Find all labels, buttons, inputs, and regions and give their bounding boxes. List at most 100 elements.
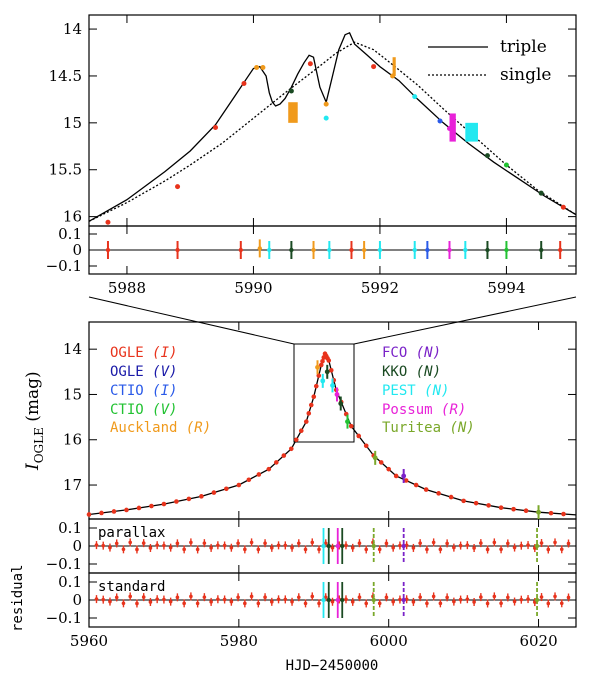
zoom-ytick-label: 14.5 bbox=[49, 67, 82, 85]
par-point bbox=[566, 541, 571, 546]
zoom-data-point bbox=[241, 80, 247, 86]
full-data-point bbox=[306, 411, 312, 416]
full-data-point bbox=[281, 453, 287, 458]
par-point bbox=[222, 543, 227, 548]
full-data-point bbox=[161, 501, 167, 507]
par-point bbox=[384, 541, 389, 546]
par-point bbox=[162, 543, 166, 548]
full-data-point-highlight bbox=[324, 369, 330, 375]
std-point bbox=[506, 595, 510, 600]
std-point bbox=[485, 601, 490, 606]
std-point bbox=[330, 599, 335, 604]
std-point bbox=[526, 597, 530, 601]
std-point bbox=[317, 601, 321, 606]
std-point bbox=[141, 595, 146, 599]
std-point bbox=[411, 600, 416, 604]
zoom-ytick-label: 15.5 bbox=[49, 161, 82, 179]
par-highlight-point bbox=[534, 543, 540, 549]
std-highlight-point bbox=[326, 597, 331, 603]
full-data-point bbox=[303, 419, 309, 424]
zres-point bbox=[238, 247, 243, 253]
par-point bbox=[506, 541, 510, 546]
std-point bbox=[121, 601, 126, 606]
std-ytick-label: −0.1 bbox=[46, 609, 82, 627]
std-highlight-point bbox=[401, 597, 406, 603]
zoom-ytick-label: 14 bbox=[63, 20, 82, 38]
par-point bbox=[94, 543, 99, 547]
par-point bbox=[472, 546, 476, 550]
std-point bbox=[492, 594, 497, 599]
zres-point bbox=[257, 246, 262, 251]
par-point bbox=[148, 546, 153, 550]
std-point bbox=[236, 595, 240, 600]
par-point bbox=[108, 545, 112, 550]
zoom-connector-right bbox=[353, 296, 577, 345]
residual-axis-label: residual bbox=[10, 565, 26, 632]
zres-point bbox=[311, 247, 316, 253]
series-triple-line bbox=[88, 31, 577, 222]
full-data-point bbox=[318, 362, 324, 368]
full-data-point-highlight bbox=[536, 509, 541, 515]
zres-point bbox=[105, 247, 111, 253]
zoom-data-point bbox=[175, 184, 181, 190]
par-point bbox=[128, 540, 133, 545]
par-point bbox=[195, 547, 200, 552]
full-data-point bbox=[386, 466, 391, 472]
legend-ctio-i: CTIO (I) bbox=[110, 383, 177, 399]
legend-possum-r: Possum (R) bbox=[382, 402, 466, 418]
par-point bbox=[323, 541, 328, 546]
std-xtick-label: 6020 bbox=[519, 632, 557, 650]
full-data-point bbox=[298, 428, 304, 433]
full-data-point bbox=[561, 511, 566, 517]
full-data-point bbox=[356, 433, 362, 439]
zoom-data-point bbox=[307, 61, 313, 67]
zres-point bbox=[361, 247, 367, 253]
par-ytick-label: −0.1 bbox=[46, 555, 82, 573]
zres-point bbox=[267, 247, 272, 253]
zres-point bbox=[504, 247, 509, 253]
full-data-point bbox=[149, 503, 154, 509]
par-point bbox=[391, 545, 395, 550]
full-data-point bbox=[486, 503, 491, 508]
std-point bbox=[398, 597, 402, 602]
zoom-data-point bbox=[371, 64, 377, 70]
std-point bbox=[209, 600, 213, 604]
par-point bbox=[330, 545, 335, 550]
full-data-point-highlight bbox=[334, 392, 340, 397]
par-point bbox=[431, 540, 436, 545]
par-highlight-point bbox=[326, 543, 331, 549]
full-ytick-label: 16 bbox=[63, 431, 82, 449]
full-data-point bbox=[548, 510, 554, 516]
par-point bbox=[357, 541, 362, 545]
std-point bbox=[189, 594, 193, 599]
full-data-point bbox=[413, 482, 419, 488]
zoom-data-point bbox=[105, 219, 111, 225]
par-point bbox=[296, 541, 301, 546]
full-data-point bbox=[320, 358, 325, 364]
std-point bbox=[94, 597, 99, 601]
zoom-data-cluster bbox=[449, 113, 456, 142]
full-data-point-highlight bbox=[401, 473, 407, 479]
full-data-point bbox=[246, 477, 252, 483]
par-point bbox=[553, 540, 557, 545]
std-point bbox=[431, 594, 436, 599]
par-point bbox=[121, 547, 126, 552]
par-point bbox=[189, 540, 193, 545]
full-data-point bbox=[266, 466, 272, 472]
par-point bbox=[168, 545, 173, 550]
std-point bbox=[229, 599, 234, 604]
y-axis-label: IOGLE (mag) bbox=[23, 371, 46, 471]
full-data-point bbox=[328, 368, 334, 373]
std-point bbox=[222, 597, 227, 602]
std-point bbox=[290, 599, 294, 604]
par-point bbox=[263, 541, 267, 546]
par-highlight-point bbox=[321, 543, 326, 549]
par-point bbox=[182, 547, 186, 552]
zoom-data-point bbox=[560, 204, 566, 210]
par-point bbox=[303, 547, 308, 552]
full-data-point bbox=[111, 509, 117, 514]
std-point bbox=[425, 601, 429, 606]
std-highlight-point bbox=[371, 597, 376, 603]
par-highlight-point bbox=[340, 543, 345, 549]
